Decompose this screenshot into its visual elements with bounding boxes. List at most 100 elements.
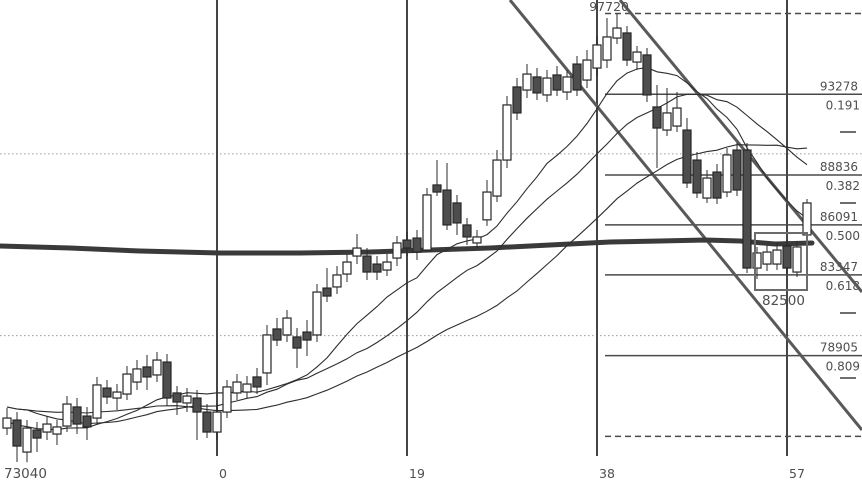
candle-bearish (452, 202, 462, 224)
peak-price-label: 97720 (589, 0, 629, 14)
candle-bullish (542, 77, 552, 96)
candle-bullish (332, 274, 342, 288)
candle-bearish (782, 245, 792, 269)
candle-bullish (152, 359, 162, 376)
consolidation-box (754, 232, 808, 291)
candle-bullish (492, 159, 502, 197)
candle-bullish (42, 423, 52, 433)
candle-bearish (742, 149, 752, 269)
candle-bullish (702, 177, 712, 199)
bar-number-label: 0 (219, 466, 227, 480)
channel-lower (618, 0, 862, 293)
candle-bullish (52, 426, 62, 435)
candle-bullish (182, 395, 192, 404)
candle-bearish (302, 331, 312, 341)
candle-bullish (122, 373, 132, 395)
ma-line-13 (6, 67, 808, 431)
bar-number-label: 19 (409, 466, 425, 480)
candle-bearish (642, 54, 652, 96)
candle-bullish (632, 51, 642, 63)
candle-bullish (242, 383, 252, 393)
candle-bullish (212, 411, 222, 433)
candle-bearish (172, 392, 182, 403)
bar-number-label: 57 (789, 466, 805, 480)
candle-bullish (592, 44, 602, 69)
fib-ratio-label: 0.191 (826, 98, 860, 112)
candle-bearish (142, 366, 152, 378)
candle-bearish (622, 32, 632, 61)
candle-bearish (272, 328, 282, 341)
candle-bullish (382, 261, 392, 271)
candle-bearish (432, 184, 442, 193)
fib-ratio-label: 0.382 (826, 179, 860, 193)
candle-bearish (252, 376, 262, 388)
candle-bearish (102, 387, 112, 398)
candle-bullish (562, 76, 572, 93)
box-price-label: 82500 (762, 293, 805, 309)
candle-bearish (12, 419, 22, 447)
candle-bearish (462, 224, 472, 238)
fib-price-label: 78905 (820, 341, 858, 355)
candle-bearish (162, 361, 172, 399)
candle-bearish (72, 406, 82, 425)
candle-bearish (372, 263, 382, 273)
candle-bearish (692, 159, 702, 194)
candle-bullish (662, 112, 672, 131)
candle-bearish (572, 63, 582, 91)
fib-price-label: 83347 (820, 260, 858, 274)
candle-bullish (472, 236, 482, 244)
fib-price-label: 93278 (820, 79, 858, 93)
candle-bullish (582, 59, 592, 81)
candle-bullish (2, 417, 12, 429)
candle-bullish (522, 73, 532, 91)
candle-bullish (232, 381, 242, 394)
candle-bullish (772, 249, 782, 265)
candle-bullish (752, 252, 762, 269)
candle-bullish (602, 36, 612, 61)
fib-ratio-label: 0.618 (826, 279, 860, 293)
candle-bearish (362, 255, 372, 273)
candle-bearish (532, 76, 542, 94)
candle-bullish (392, 242, 402, 259)
candle-bearish (652, 106, 662, 129)
candle-bearish (732, 149, 742, 191)
candle-bearish (552, 74, 562, 91)
candle-bullish (672, 107, 682, 127)
fib-price-label: 88836 (820, 160, 858, 174)
candle-bullish (312, 291, 322, 336)
fib-price-label: 86091 (820, 210, 858, 224)
candle-bearish (402, 239, 412, 249)
ma-line-36 (6, 144, 808, 414)
candle-bullish (112, 391, 122, 399)
candle-bullish (282, 317, 292, 336)
candle-bearish (442, 189, 452, 226)
candle-bullish (792, 246, 802, 273)
candle-bearish (192, 397, 202, 413)
fib-ratio-label: 0.809 (826, 360, 860, 374)
candle-bullish (22, 427, 32, 453)
candle-bearish (82, 415, 92, 428)
candle-bullish (342, 261, 352, 275)
candle-bullish (762, 251, 772, 265)
candle-bearish (32, 429, 42, 439)
candle-bearish (682, 129, 692, 184)
candle-bullish (422, 194, 432, 251)
candle-bullish (92, 384, 102, 419)
channel-upper (508, 0, 862, 431)
candle-bullish (262, 334, 272, 374)
candle-bullish (502, 104, 512, 161)
candle-bearish (322, 287, 332, 297)
candle-bearish (712, 171, 722, 199)
candle-bullish (722, 154, 732, 193)
fib-ratio-label: 0.500 (826, 229, 860, 243)
bar-number-label: 38 (599, 466, 615, 480)
candle-bullish (802, 202, 812, 236)
candle-bearish (202, 411, 212, 433)
candle-bullish (62, 403, 72, 427)
corner-low-price-label: 73040 (4, 466, 47, 480)
candle-bullish (132, 368, 142, 383)
thick-ma-line (0, 237, 815, 256)
candle-bullish (352, 247, 362, 257)
